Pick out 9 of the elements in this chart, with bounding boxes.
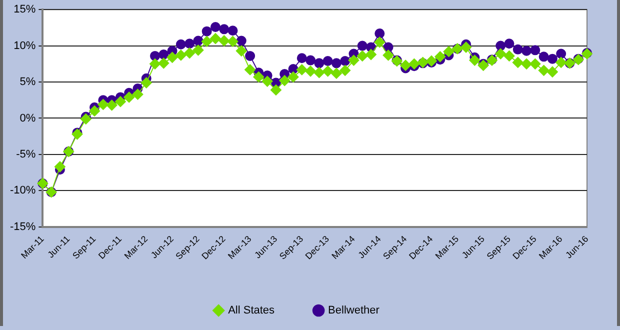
y-tick-label: -10% <box>10 184 36 197</box>
y-tick-label: -15% <box>10 220 36 233</box>
y-tick-label: 5% <box>20 76 36 88</box>
legend-label: Bellwether <box>328 304 380 317</box>
y-tick-label: 15% <box>14 4 36 16</box>
y-tick-label: 10% <box>14 40 36 52</box>
legend-label: All States <box>228 304 276 317</box>
y-tick-label: -5% <box>16 148 36 160</box>
y-tick-label: 0% <box>20 112 36 124</box>
